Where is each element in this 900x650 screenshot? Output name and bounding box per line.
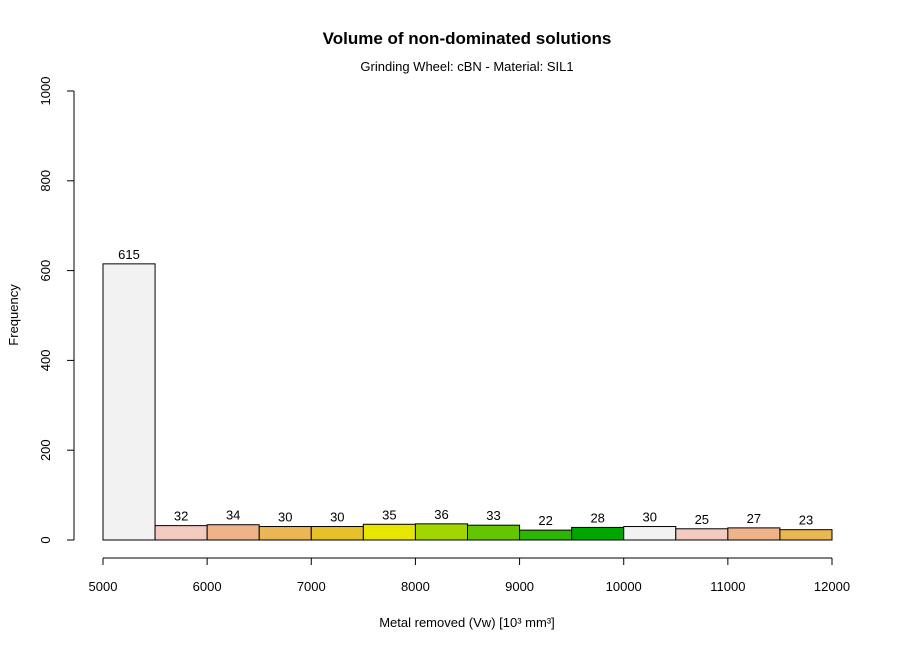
chart-subtitle: Grinding Wheel: cBN - Material: SIL1 [360, 59, 573, 74]
data-label-5: 35 [382, 507, 396, 522]
data-label-3: 30 [278, 510, 292, 525]
x-tick-label-2: 7000 [297, 579, 326, 594]
data-label-9: 28 [590, 510, 604, 525]
bar-1 [154, 525, 208, 541]
y-tick-label-0: 0 [38, 536, 53, 543]
bars-group [102, 263, 833, 541]
y-axis: 0 200 400 600 800 1000 [38, 77, 75, 544]
data-label-1: 32 [174, 509, 188, 524]
data-label-0: 615 [118, 247, 140, 262]
y-tick-label-5: 1000 [38, 77, 53, 106]
bar-13 [779, 529, 833, 541]
y-tick-label-3: 600 [38, 260, 53, 282]
x-tick-label-3: 8000 [401, 579, 430, 594]
x-axis: 5000 6000 7000 8000 9000 10000 11000 12000 [89, 557, 850, 594]
bar-0 [102, 263, 156, 541]
data-label-8: 22 [538, 513, 552, 528]
bar-10 [623, 526, 677, 541]
bar-2 [206, 524, 260, 541]
x-tick-label-1: 6000 [193, 579, 222, 594]
bar-9 [571, 526, 625, 541]
data-label-7: 33 [486, 508, 500, 523]
data-label-13: 23 [799, 513, 813, 528]
y-tick-label-4: 800 [38, 170, 53, 192]
bar-11 [675, 528, 729, 541]
y-tick-label-1: 200 [38, 439, 53, 461]
bar-4 [310, 526, 364, 541]
bar-6 [414, 523, 468, 541]
y-tick-label-2: 400 [38, 350, 53, 372]
x-tick-label-7: 12000 [814, 579, 850, 594]
data-label-2: 34 [226, 508, 240, 523]
bar-12 [727, 527, 781, 541]
data-label-6: 36 [434, 507, 448, 522]
bar-8 [519, 529, 573, 541]
data-labels-group: 615 32 34 30 30 35 36 33 22 28 30 25 27 23 [118, 247, 813, 528]
data-label-11: 25 [695, 512, 709, 527]
data-label-4: 30 [330, 510, 344, 525]
x-axis-label: Metal removed (Vw) [10³ mm³] [379, 615, 555, 630]
x-tick-label-0: 5000 [89, 579, 118, 594]
x-tick-label-6: 11000 [710, 579, 745, 594]
bar-5 [362, 523, 416, 541]
y-axis-label: Frequency [6, 284, 21, 346]
bar-3 [258, 526, 312, 541]
chart-title: Volume of non-dominated solutions [323, 29, 612, 48]
x-tick-label-5: 10000 [606, 579, 642, 594]
data-label-10: 30 [643, 510, 657, 525]
data-label-12: 27 [747, 511, 761, 526]
bar-7 [467, 524, 521, 541]
x-tick-label-4: 9000 [505, 579, 534, 594]
